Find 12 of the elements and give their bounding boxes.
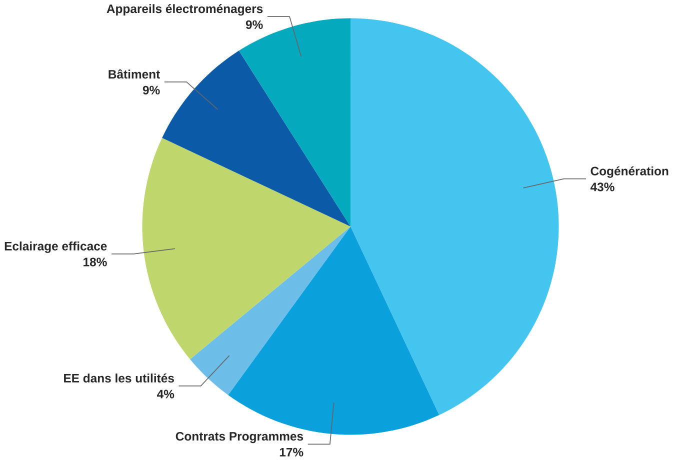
- slice-label: EE dans les utilités: [64, 374, 174, 383]
- data-label: 9%: [142, 86, 160, 95]
- slice-label: Contrats Programmes: [176, 432, 304, 444]
- data-label: 4%: [157, 390, 174, 399]
- slice-label: Eclairage efficace: [4, 242, 107, 254]
- data-label: 43%: [590, 182, 614, 192]
- data-label: 18%: [84, 258, 107, 267]
- data-label: 17%: [280, 448, 304, 457]
- slice-label: Appareils électroménagers: [106, 4, 263, 16]
- slice-label: Cogénération: [590, 166, 668, 178]
- data-label: 9%: [246, 20, 263, 30]
- slice-label: Bâtiment: [108, 70, 160, 79]
